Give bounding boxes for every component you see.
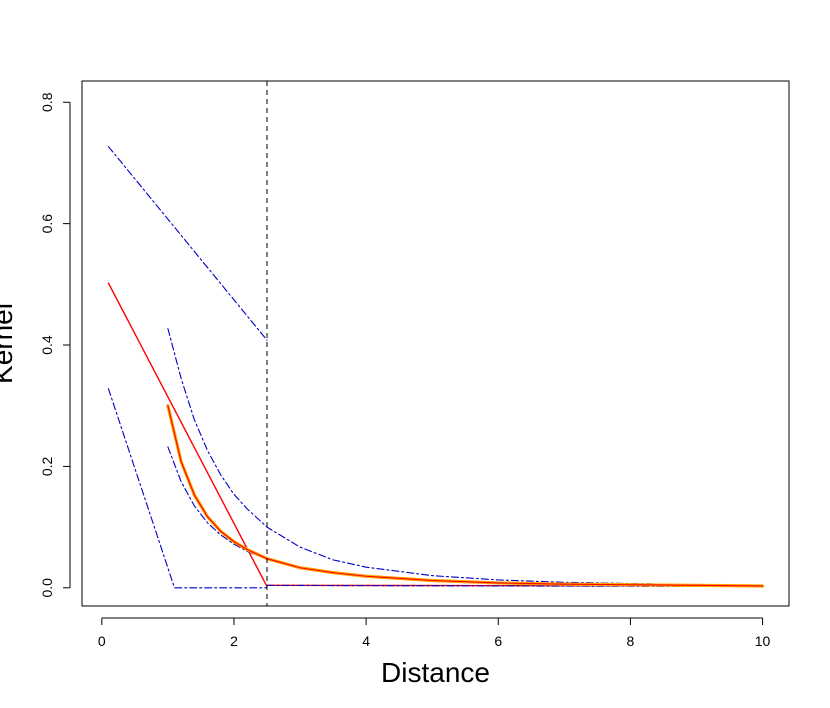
x-tick-label: 10 xyxy=(755,633,771,649)
chart-marks xyxy=(107,81,765,606)
y-tick-label: 0.4 xyxy=(39,335,55,355)
y-tick-label: 0.8 xyxy=(39,92,55,112)
series-1-line-3 xyxy=(167,328,764,586)
x-tick-label: 2 xyxy=(230,633,238,649)
y-tick-label: 0.2 xyxy=(39,456,55,476)
series-1-line-0 xyxy=(107,146,268,341)
plot-frame xyxy=(81,80,790,607)
series-2-line-0 xyxy=(166,404,765,588)
y-tick-label: 0.0 xyxy=(39,578,55,598)
y-axis-title: Kernel xyxy=(0,303,18,384)
x-axis-title: Distance xyxy=(381,657,490,688)
x-tick-label: 8 xyxy=(627,633,635,649)
series-0-line-0 xyxy=(107,282,268,588)
x-tick-label: 4 xyxy=(362,633,370,649)
series-3-line-0 xyxy=(167,405,764,587)
series-1-line-1 xyxy=(107,388,268,589)
series-1-line-4 xyxy=(167,446,764,588)
y-tick-label: 0.6 xyxy=(39,214,55,234)
x-axis: 0 2 4 6 8 10 xyxy=(98,617,771,649)
x-tick-label: 6 xyxy=(494,633,502,649)
y-axis: 0.0 0.2 0.4 0.6 0.8 xyxy=(39,92,71,598)
x-tick-label: 0 xyxy=(98,633,106,649)
